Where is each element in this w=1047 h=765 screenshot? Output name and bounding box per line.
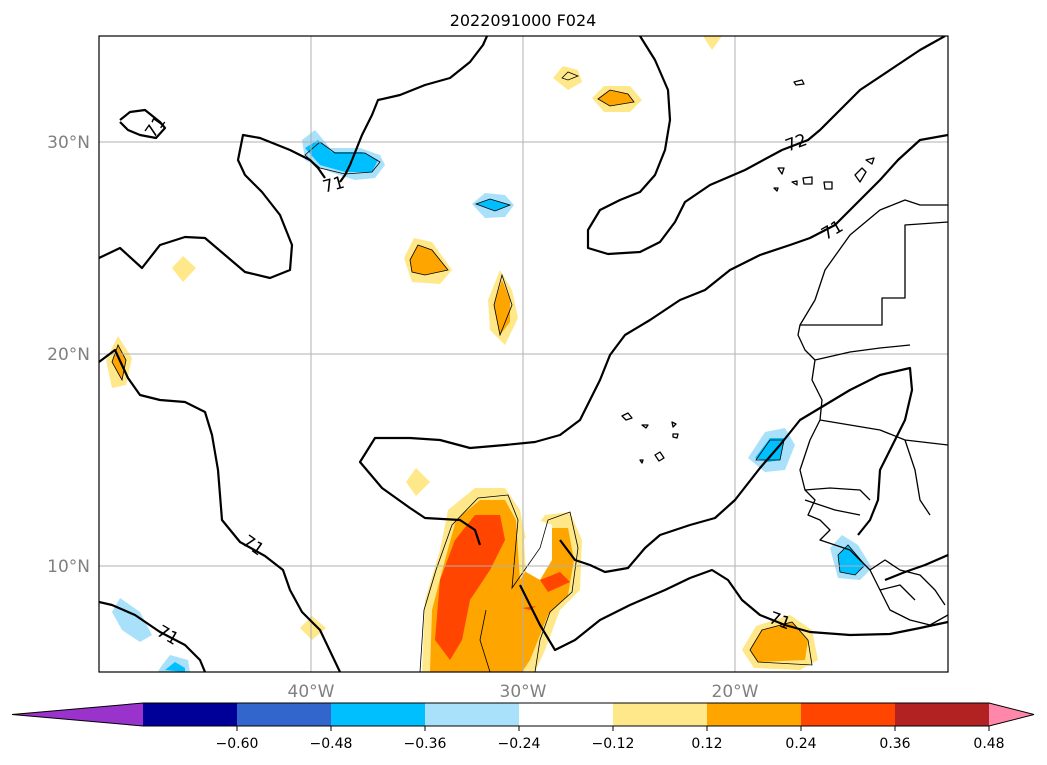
- map-title: 2022091000 F024: [450, 11, 597, 30]
- colorbar-segment: [801, 703, 896, 726]
- colorbar-tick-label: 0.36: [879, 736, 910, 752]
- map-area: 71 71 72 71 71 71 71: [99, 36, 948, 672]
- colorbar-tick-label: −0.12: [592, 736, 635, 752]
- lat-tick: 30°N: [47, 133, 90, 153]
- lat-tick: 10°N: [47, 557, 90, 577]
- map-frame: [98, 35, 949, 673]
- colorbar-segment: [613, 703, 708, 726]
- colorbar-segment: [895, 703, 990, 726]
- lon-tick: 20°W: [712, 682, 759, 702]
- colorbar-segment: [331, 703, 426, 726]
- colorbar-segment: [519, 703, 614, 726]
- colorbar: −0.60 −0.48 −0.36 −0.24 −0.12 0.12 0.24 0.36 0.4…: [11, 702, 1035, 752]
- anomaly-fills: [106, 36, 872, 672]
- colorbar-outline: [11, 702, 1035, 727]
- latitude-ticks: 30°N 20°N 10°N: [47, 133, 90, 577]
- colorbar-extend-high: [989, 703, 1034, 726]
- colorbar-extend-low: [12, 703, 143, 726]
- colorbar-segment: [237, 703, 332, 726]
- thin-contours: [111, 71, 866, 672]
- colorbar-tick-label: 0.48: [973, 736, 1004, 752]
- longitude-ticks: 40°W 30°W 20°W: [288, 682, 759, 702]
- lon-tick: 30°W: [500, 682, 547, 702]
- colorbar-tick-label: 0.24: [785, 736, 816, 752]
- colorbar-tick-label: −0.48: [310, 736, 353, 752]
- colorbar-tick-label: −0.36: [404, 736, 447, 752]
- gridlines: [99, 36, 948, 672]
- lon-tick: 40°W: [288, 682, 335, 702]
- colorbar-segment: [425, 703, 520, 726]
- isolines: [99, 36, 948, 672]
- colorbar-tick-label: 0.12: [691, 736, 722, 752]
- lat-tick: 20°N: [47, 345, 90, 365]
- colorbar-segment: [143, 703, 238, 726]
- colorbar-tick-label: −0.24: [498, 736, 541, 752]
- colorbar-tick-label: −0.60: [216, 736, 259, 752]
- colorbar-segment: [707, 703, 802, 726]
- coastlines: [621, 79, 948, 626]
